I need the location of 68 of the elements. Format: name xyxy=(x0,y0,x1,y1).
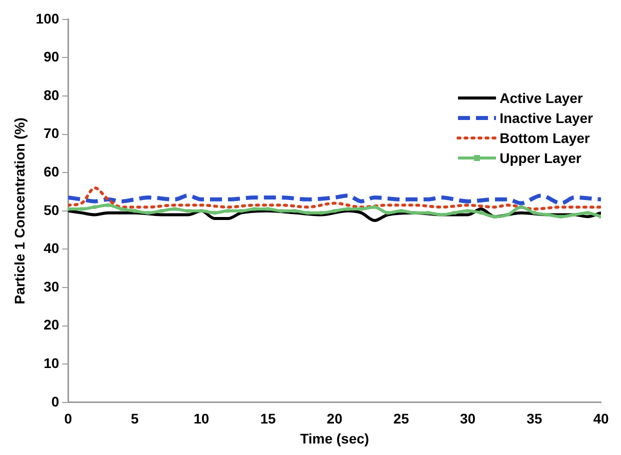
line-series xyxy=(68,194,601,206)
point xyxy=(132,209,137,213)
point xyxy=(93,205,97,209)
x-tick-label: 5 xyxy=(130,410,139,427)
x-tick-label: 35 xyxy=(526,410,542,427)
point xyxy=(212,211,216,215)
point xyxy=(106,203,110,207)
point xyxy=(80,207,84,211)
point xyxy=(280,209,284,213)
point xyxy=(120,207,124,211)
legend-label: Active Layer xyxy=(500,90,583,106)
legend-label: Inactive Layer xyxy=(500,110,593,126)
point xyxy=(359,207,363,211)
point xyxy=(506,212,510,216)
point xyxy=(586,211,590,215)
y-tick-label: 0 xyxy=(51,393,60,410)
legend-label: Upper Layer xyxy=(500,150,582,166)
y-axis-title: Particle 1 Concentration (%) xyxy=(11,118,28,304)
point xyxy=(452,211,456,215)
point xyxy=(532,211,536,215)
point xyxy=(146,211,150,215)
point xyxy=(519,205,523,209)
point xyxy=(426,211,430,215)
point xyxy=(240,209,244,213)
point xyxy=(332,209,336,213)
point xyxy=(346,207,350,211)
x-axis-title: Time (sec) xyxy=(300,430,370,446)
point xyxy=(172,207,176,211)
y-tick-label: 20 xyxy=(44,316,60,333)
y-tick-label: 70 xyxy=(44,125,60,142)
x-tick-label: 0 xyxy=(64,410,72,427)
point xyxy=(319,211,324,215)
point xyxy=(546,212,550,216)
y-tick-label: 40 xyxy=(44,240,60,256)
legend-label: Bottom Layer xyxy=(500,130,590,146)
y-tick-label: 60 xyxy=(44,163,60,180)
line-series xyxy=(68,186,601,210)
point xyxy=(186,209,190,213)
y-tick-label: 100 xyxy=(36,10,60,26)
point xyxy=(559,214,563,218)
x-tick-label: 15 xyxy=(260,410,276,427)
point xyxy=(466,209,470,213)
y-tick-label: 90 xyxy=(44,48,60,65)
y-tick-label: 30 xyxy=(44,278,60,294)
point xyxy=(372,205,376,209)
point xyxy=(306,211,310,215)
point xyxy=(200,209,204,213)
line-series xyxy=(68,203,601,218)
point xyxy=(399,209,403,213)
x-tick-label: 40 xyxy=(593,410,609,427)
point xyxy=(292,209,296,213)
point xyxy=(479,211,483,215)
y-tick-label: 50 xyxy=(44,202,60,218)
point xyxy=(572,212,576,216)
point xyxy=(386,211,390,215)
point xyxy=(439,212,443,216)
x-tick-label: 25 xyxy=(393,410,410,427)
point xyxy=(412,211,416,215)
x-tick-label: 20 xyxy=(326,410,343,427)
y-tick-label: 10 xyxy=(44,354,60,371)
point xyxy=(160,209,164,213)
x-tick-label: 30 xyxy=(460,410,476,427)
point xyxy=(252,207,256,211)
point xyxy=(266,207,270,211)
point xyxy=(492,214,496,218)
y-tick-label: 80 xyxy=(44,86,60,103)
point xyxy=(226,209,230,213)
x-tick-label: 10 xyxy=(194,410,210,427)
